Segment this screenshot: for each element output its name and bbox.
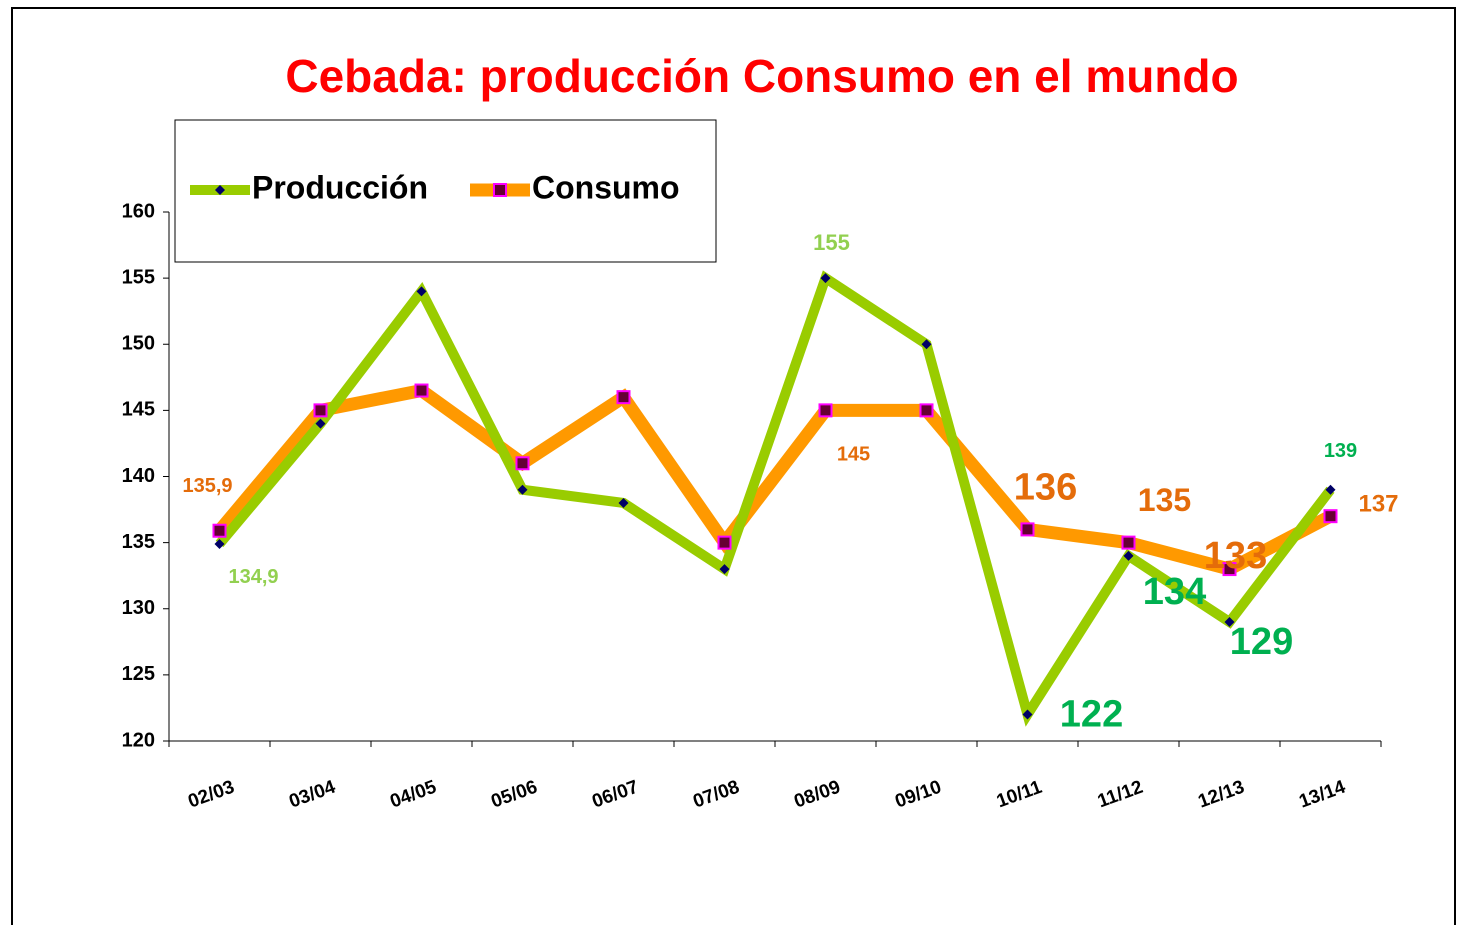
marker xyxy=(1323,509,1338,524)
marker xyxy=(717,535,732,550)
x-tick-label: 06/07 xyxy=(589,777,641,813)
y-tick-label: 120 xyxy=(122,729,155,751)
y-tick-label: 135 xyxy=(122,531,155,553)
marker xyxy=(820,273,831,284)
frame xyxy=(11,7,1456,925)
chart-title: Cebada: producción Consumo en el mundo xyxy=(285,50,1238,102)
data-label: 145 xyxy=(837,444,870,466)
x-tick-label: 12/13 xyxy=(1195,777,1247,813)
marker xyxy=(1020,522,1035,537)
data-label: 134 xyxy=(1143,571,1206,613)
x-tick-label: 08/09 xyxy=(791,777,843,813)
marker xyxy=(818,403,833,418)
marker xyxy=(414,383,429,398)
marker xyxy=(616,390,631,405)
x-tick-label: 04/05 xyxy=(387,776,439,812)
data-label: 137 xyxy=(1358,491,1398,518)
y-tick-label: 150 xyxy=(122,333,155,355)
x-tick-label: 02/03 xyxy=(185,777,237,813)
marker xyxy=(313,403,328,418)
marker xyxy=(515,456,530,471)
y-tick-label: 140 xyxy=(122,465,155,487)
marker xyxy=(618,497,629,508)
y-tick-label: 155 xyxy=(122,266,155,288)
x-tick-label: 10/11 xyxy=(994,777,1045,813)
marker xyxy=(416,286,427,297)
data-label: 129 xyxy=(1230,621,1293,663)
x-tick-label: 09/10 xyxy=(892,777,944,813)
legend-marker xyxy=(215,185,225,195)
x-tick-label: 05/06 xyxy=(488,777,540,813)
legend-box xyxy=(174,119,717,263)
legend-marker xyxy=(493,183,507,197)
series-line xyxy=(215,270,1335,727)
x-tick-label: 11/12 xyxy=(1095,777,1146,813)
data-label: 135 xyxy=(1138,482,1191,518)
data-label: 139 xyxy=(1324,440,1357,462)
series-line xyxy=(214,383,1334,577)
y-tick-label: 160 xyxy=(122,200,155,222)
data-label: 135,9 xyxy=(182,475,232,497)
y-tick-label: 145 xyxy=(122,399,155,421)
marker xyxy=(212,523,227,538)
marker xyxy=(921,339,932,350)
marker xyxy=(517,484,528,495)
x-tick-label: 03/04 xyxy=(286,776,338,812)
marker xyxy=(919,403,934,418)
marker xyxy=(1222,562,1237,577)
data-label: 133 xyxy=(1204,535,1267,577)
data-label: 134,9 xyxy=(228,566,278,588)
marker xyxy=(315,418,326,429)
marker xyxy=(214,538,225,549)
data-label: 155 xyxy=(813,230,850,255)
marker xyxy=(1121,535,1136,550)
marker xyxy=(1224,616,1235,627)
data-label: 122 xyxy=(1060,694,1123,736)
marker xyxy=(719,564,730,575)
marker xyxy=(1325,484,1336,495)
data-label: 136 xyxy=(1014,466,1077,508)
marker xyxy=(1022,709,1033,720)
y-tick-label: 130 xyxy=(122,597,155,619)
y-tick-label: 125 xyxy=(122,663,155,685)
marker xyxy=(1123,550,1134,561)
x-tick-label: 13/14 xyxy=(1296,776,1348,812)
legend-label: Consumo xyxy=(532,169,680,205)
x-tick-label: 07/08 xyxy=(690,777,742,813)
legend-label: Producción xyxy=(252,169,428,205)
